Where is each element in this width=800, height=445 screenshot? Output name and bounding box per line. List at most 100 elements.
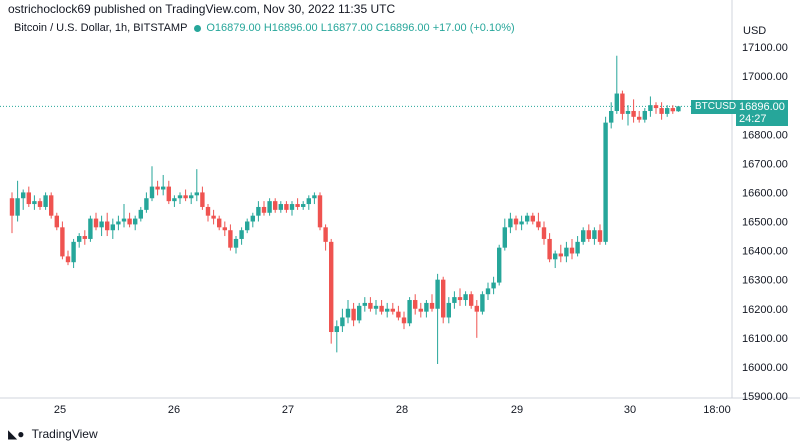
candle-body xyxy=(446,302,451,318)
candle-body xyxy=(362,302,367,306)
candle-body xyxy=(659,108,664,114)
candle-body xyxy=(110,224,115,231)
y-tick-label: 17000.00 xyxy=(742,71,788,83)
candle-body xyxy=(620,93,625,114)
candle-body xyxy=(441,279,446,318)
candle-body xyxy=(26,192,31,205)
candle-body xyxy=(88,218,93,239)
candle-body xyxy=(9,198,15,216)
candle-body xyxy=(121,218,127,222)
candle-body xyxy=(329,241,334,333)
candle-body xyxy=(273,201,278,210)
candle-body xyxy=(217,218,222,228)
candle-body xyxy=(183,195,188,199)
ohlc-high: H16896.00 xyxy=(263,22,318,34)
candle-body xyxy=(200,192,205,207)
bar-countdown: 24:27 xyxy=(739,113,767,125)
last-price-value: 16896.00 xyxy=(739,101,785,113)
last-price-tag: 16896.00 24:27 xyxy=(736,100,788,126)
candle-body xyxy=(21,192,26,199)
candle-body xyxy=(418,308,423,312)
candle-body xyxy=(345,308,351,318)
candle-body xyxy=(474,305,479,312)
ticker-tag: BTCUSD xyxy=(691,100,741,114)
y-tick-label: 16000.00 xyxy=(742,362,788,374)
candle-body xyxy=(284,204,289,210)
y-tick-label: 16700.00 xyxy=(742,158,788,170)
candle-body xyxy=(502,227,507,248)
candle-body xyxy=(144,198,149,210)
candle-body xyxy=(245,221,250,231)
candle-body xyxy=(228,230,233,248)
ohlc-change: +17.00 (+0.10%) xyxy=(432,22,515,34)
candle-body xyxy=(396,311,401,318)
candle-body xyxy=(379,305,384,312)
candle-body xyxy=(37,201,43,207)
candle-body xyxy=(401,317,407,324)
candle-body xyxy=(65,256,71,263)
candle-body xyxy=(525,215,530,222)
candle-body xyxy=(49,195,54,216)
ohlc-open: O16879.00 xyxy=(206,22,261,34)
candle-body xyxy=(93,218,99,228)
candle-body xyxy=(133,218,138,225)
candle-body xyxy=(558,253,563,257)
candle-body xyxy=(452,297,457,303)
candle-body xyxy=(312,195,317,199)
candle-body xyxy=(586,230,591,239)
candle-body xyxy=(642,110,647,120)
candle-body xyxy=(155,186,160,190)
publisher-line: ostrichoclock69 published on TradingView… xyxy=(8,2,396,16)
candle-body xyxy=(564,247,569,257)
candle-body xyxy=(513,218,519,225)
candle-body xyxy=(71,241,76,263)
candle-body xyxy=(424,302,429,312)
candle-body xyxy=(480,294,485,312)
candle-body xyxy=(54,215,59,228)
brand-name: TradingView xyxy=(31,427,98,441)
candle-body xyxy=(435,279,440,309)
candle-body xyxy=(43,195,48,207)
candle-body xyxy=(306,198,311,205)
y-tick-label: 16500.00 xyxy=(742,217,788,229)
footer-brand[interactable]: ◣● TradingView xyxy=(8,427,98,441)
candle-body xyxy=(463,294,468,301)
candle-body xyxy=(116,221,121,225)
candle-body xyxy=(637,116,642,120)
y-tick-label: 16100.00 xyxy=(742,333,788,345)
candle-body xyxy=(491,282,496,289)
candle-body xyxy=(385,308,390,312)
candle-body xyxy=(289,204,295,210)
candle-body xyxy=(553,253,558,260)
candle-body xyxy=(413,300,418,309)
symbol-legend: Bitcoin / U.S. Dollar, 1h, BITSTAMP O168… xyxy=(14,22,515,34)
candle-body xyxy=(301,204,306,207)
x-tick-label: 27 xyxy=(282,404,294,416)
y-tick-label: 16400.00 xyxy=(742,246,788,258)
candle-body xyxy=(536,221,541,228)
candle-body xyxy=(609,110,614,123)
ohlc-low: L16877.00 xyxy=(320,22,373,34)
candle-body xyxy=(261,206,267,213)
candle-body xyxy=(256,206,261,216)
candle-body xyxy=(77,236,82,242)
ohlc-close: C16896.00 xyxy=(375,22,430,34)
y-tick-label: 16600.00 xyxy=(742,187,788,199)
symbol-name: Bitcoin / U.S. Dollar, 1h, BITSTAMP xyxy=(14,22,188,34)
candle-body xyxy=(177,195,183,199)
candle-body xyxy=(368,302,373,309)
candle-body xyxy=(340,317,345,327)
candle-body xyxy=(357,305,362,321)
candle-body xyxy=(334,326,339,333)
candle-body xyxy=(205,206,211,216)
candle-body xyxy=(317,195,323,228)
candle-body xyxy=(138,209,143,219)
x-tick-label: 29 xyxy=(511,404,523,416)
y-tick-label: 16800.00 xyxy=(742,129,788,141)
candle-body xyxy=(194,192,199,196)
candle-body xyxy=(519,221,524,225)
y-tick-label: 15900.00 xyxy=(742,391,788,403)
candle-body xyxy=(239,230,244,239)
y-tick-label: 16300.00 xyxy=(742,275,788,287)
